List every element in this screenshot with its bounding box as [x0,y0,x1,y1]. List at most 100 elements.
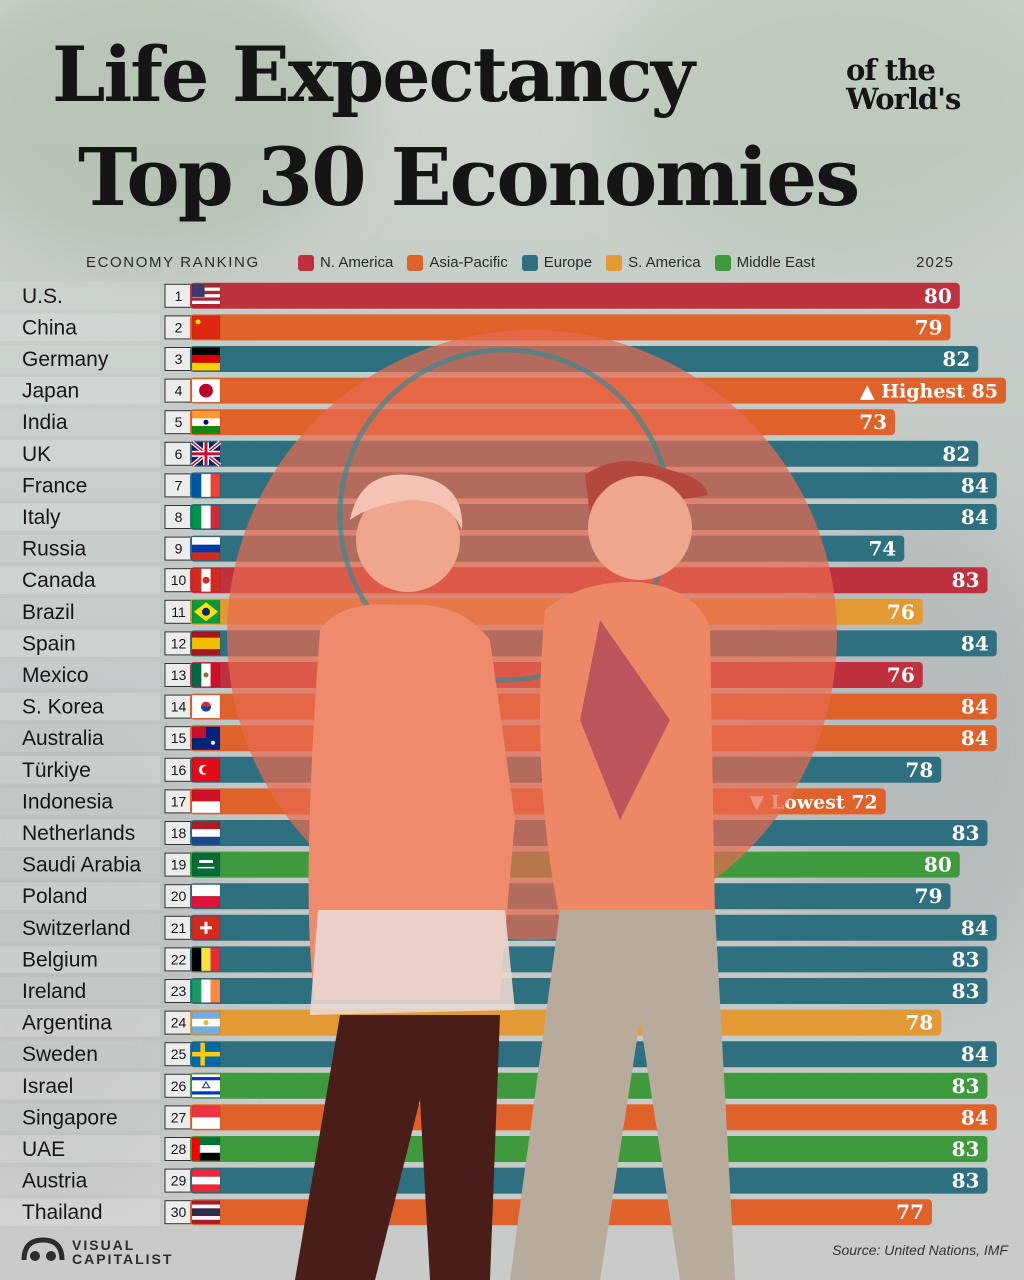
bar-row: India 5 73 [0,408,896,436]
bar [190,282,960,309]
bar-row: Türkiye 16 78 [0,756,942,784]
value-label: 79 [915,315,943,339]
source-note: Source: United Nations, IMF [832,1242,1008,1258]
value-label: 84 [961,1042,989,1066]
value-label: 78 [905,758,933,782]
rank-label: 6 [175,446,183,462]
country-label: Thailand [22,1201,103,1224]
rank-label: 16 [171,762,187,778]
value-label: 83 [952,947,980,971]
value-label: 83 [952,979,980,1003]
flag-sg-icon [191,1105,221,1130]
brand-name: VISUAL CAPITALIST [72,1238,173,1266]
bar-row: Japan 4 ▲ Highest 85 [0,376,1006,405]
bar [190,725,997,752]
flag-tr-icon [191,758,221,782]
bar [190,978,988,1004]
bar-row: Brazil 11 76 [0,598,923,626]
bar [190,1009,942,1036]
rank-label: 29 [171,1173,187,1189]
flag-jp-icon [191,378,221,403]
rank-label: 30 [171,1204,187,1220]
bar [190,1072,988,1099]
flag-sa-icon [191,852,221,877]
flag-ae-icon [191,1137,221,1161]
value-label: 83 [952,821,980,845]
flag-ie-icon [191,979,221,1003]
value-label: 82 [942,442,970,466]
bar-row: Israel 26 83 [0,1072,988,1100]
country-label: UAE [22,1138,65,1161]
row-band [0,756,160,784]
rank-label: 5 [175,414,183,430]
row-band [0,882,160,910]
rank-label: 1 [175,288,183,304]
bar [190,693,997,720]
rank-label: 22 [171,951,187,967]
bar [190,472,997,499]
value-label: 73 [859,410,887,434]
value-label: 74 [868,537,896,561]
row-band [0,1198,160,1226]
ranking-header: ECONOMY RANKING [86,254,260,271]
rank-label: 28 [171,1141,187,1157]
rank-label: 9 [175,541,183,557]
country-label: Saudi Arabia [22,854,141,877]
country-label: Spain [22,632,76,655]
rank-label: 15 [171,730,187,746]
value-label: 84 [961,726,989,750]
title-side-line-1: of the [846,53,936,87]
annotation-marker: ▼ [750,791,771,813]
value-label: 83 [952,568,980,592]
legend-item: Asia-Pacific [407,254,508,271]
rank-label: 3 [175,351,183,367]
brand-line-1: VISUAL [72,1237,136,1253]
country-label: U.S. [22,285,63,308]
bar-row: Switzerland 21 84 [0,914,997,942]
bar [190,1104,997,1131]
rank-label: 25 [171,1046,187,1062]
bar [190,1167,988,1194]
bar-row: Australia 15 84 [0,724,997,752]
bar [190,346,979,372]
rank-label: 7 [175,477,183,493]
flag-it-icon [191,505,221,529]
flag-in-icon [191,410,221,434]
value-label: 80 [924,853,952,877]
country-label: Sweden [22,1043,98,1066]
flag-us-icon [191,284,221,308]
bar [190,314,951,341]
legend-swatch [407,254,424,271]
row-band [0,787,160,816]
bar-row: U.S. 1 80 [0,282,960,310]
value-label: 72 [851,791,877,813]
value-label: 84 [961,473,989,497]
legend-swatch [298,254,314,271]
rank-label: 4 [175,383,183,399]
legend-item: Europe [521,254,592,271]
bar [190,914,997,941]
bar-row: Thailand 30 77 [0,1198,933,1226]
visual-capitalist-logo-icon [21,1237,65,1261]
bar [190,1136,988,1162]
row-band [0,977,160,1005]
title-side-text: of the World's [846,56,986,114]
row-band [0,945,160,974]
row-band [0,1040,160,1068]
legend-header-row: ECONOMY RANKING N. America Asia-Pacific Eu… [0,252,1024,276]
row-band [0,313,160,342]
bar [190,1199,933,1226]
country-label: Switzerland [22,917,131,940]
rank-label: 27 [171,1109,187,1125]
legend-label: Asia-Pacific [429,254,508,271]
row-band [0,1135,160,1163]
row-band [0,1103,160,1132]
value-label: 83 [952,1137,980,1161]
country-label: China [22,316,77,339]
annotation-text: Lowest [771,791,845,813]
value-label: 85 [972,381,998,403]
legend: N. America Asia-Pacific Europe S. America Mi… [298,254,815,271]
flag-nl-icon [191,821,221,845]
value-label: 80 [924,284,952,308]
bar [190,1041,997,1068]
